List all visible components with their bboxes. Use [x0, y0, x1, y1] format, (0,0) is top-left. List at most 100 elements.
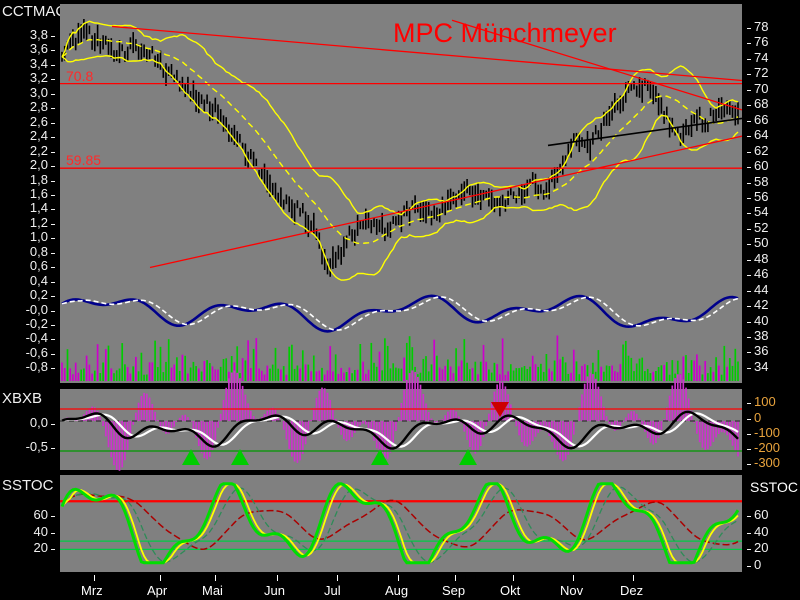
- volume-bars: [62, 336, 738, 382]
- x-axis-tick-mark: [398, 575, 399, 581]
- right-axis-tick: 78: [754, 19, 769, 34]
- sstoc-right-tick: 20: [754, 540, 769, 556]
- left-axis-tick: 2,2: [29, 142, 48, 158]
- left-axis-tick-mark: [51, 36, 55, 37]
- left-axis-tick-mark: [51, 50, 55, 52]
- x-axis-tick-mark: [277, 575, 278, 581]
- sstoc-k-line: [62, 484, 738, 563]
- bollinger-lower: [62, 56, 738, 280]
- left-axis-tick-mark: [51, 137, 55, 139]
- xbxb-left-tick: -0,5: [25, 439, 48, 454]
- xbxb-axis-tick-mark: [747, 449, 751, 450]
- x-axis-month-label: Mrz: [81, 583, 103, 598]
- right-axis-tick-mark: [747, 43, 751, 45]
- x-axis-tick-mark: [215, 575, 216, 581]
- left-axis-tick: 3,8: [29, 27, 48, 42]
- sstoc-right-tick-mark: [747, 566, 751, 567]
- xbxb-axis-tick-mark: [747, 464, 751, 465]
- right-axis-tick: 54: [754, 204, 769, 220]
- right-axis-tick-mark: [747, 120, 751, 122]
- left-axis-tick-mark: [51, 151, 55, 153]
- sstoc-left-tick: 20: [33, 540, 48, 556]
- left-axis-tick-mark: [51, 166, 55, 168]
- left-axis-tick-mark: [51, 238, 55, 240]
- right-axis-tick-mark: [747, 213, 751, 215]
- right-axis-tick: 70: [754, 80, 769, 96]
- left-axis-tick-mark: [51, 209, 55, 211]
- ohlc-bars: [62, 19, 738, 277]
- price-level-label-1: 70.8: [66, 67, 94, 84]
- right-axis-tick: 72: [754, 65, 769, 81]
- right-axis-tick-mark: [747, 352, 751, 354]
- left-axis-tick-mark: [51, 296, 55, 298]
- x-axis-tick-mark: [455, 575, 456, 581]
- right-axis-tick-mark: [747, 89, 751, 91]
- xbxb-left-tick: 0,0: [29, 415, 48, 430]
- left-axis-tick: 0,4: [29, 272, 48, 288]
- right-axis-tick: 48: [754, 250, 769, 266]
- left-axis-tick: 0,8: [29, 243, 48, 259]
- left-axis-tick-mark: [51, 267, 55, 269]
- right-axis-tick: 42: [754, 297, 769, 313]
- wedge-resistance: [452, 20, 742, 110]
- sstoc-left-tick-mark: [51, 549, 55, 551]
- x-axis-tick-mark: [573, 575, 574, 581]
- right-axis-tick-mark: [747, 151, 751, 153]
- right-axis-tick-mark: [747, 306, 751, 308]
- right-axis-tick-mark: [747, 367, 751, 369]
- right-axis-tick-mark: [747, 182, 751, 184]
- right-axis-tick: 74: [754, 49, 769, 65]
- right-axis-tick-mark: [747, 321, 751, 323]
- panel-label-sstoc: SSTOC: [2, 477, 54, 494]
- sstoc-d-line: [62, 484, 738, 563]
- left-axis-tick-mark: [51, 368, 55, 370]
- left-axis-tick: -0,0: [25, 301, 48, 317]
- x-axis-month-label: Jul: [324, 583, 341, 598]
- right-axis-tick: 58: [754, 173, 769, 189]
- right-axis-tick-mark: [747, 275, 751, 277]
- right-axis-tick: 76: [754, 34, 769, 50]
- right-axis-tick: 62: [754, 142, 769, 158]
- left-axis-tick: 2,8: [29, 99, 48, 115]
- left-axis-tick: -0,4: [25, 330, 48, 346]
- left-axis-tick: 2,6: [29, 113, 48, 129]
- right-axis-tick: 60: [754, 158, 769, 174]
- xbxb-main-line: [62, 412, 738, 449]
- left-axis-tick-mark: [51, 180, 55, 182]
- sstoc-panel[interactable]: [60, 475, 742, 572]
- right-axis-tick: 68: [754, 96, 769, 112]
- page-title: MPC Münchmeyer: [393, 18, 617, 48]
- right-axis-tick-mark: [747, 58, 751, 60]
- right-axis-tick: 38: [754, 328, 769, 343]
- left-axis-tick-mark: [51, 325, 55, 326]
- right-axis-tick-mark: [747, 244, 751, 246]
- x-axis-month-label: Nov: [560, 583, 584, 598]
- buy-signal-marker-2: [231, 449, 249, 465]
- macd-signal: [62, 297, 738, 330]
- left-axis-tick-mark: [51, 223, 55, 225]
- right-axis-tick-mark: [747, 105, 751, 107]
- right-axis-tick-mark: [747, 259, 751, 261]
- left-axis-tick: 1,6: [29, 185, 48, 201]
- x-axis-tick-mark: [337, 575, 338, 581]
- x-axis-month-label: Sep: [442, 583, 466, 598]
- left-axis-tick: -0,8: [25, 359, 48, 375]
- left-axis-tick: 3,6: [29, 41, 48, 57]
- left-axis-tick-mark: [51, 93, 55, 95]
- sstoc-right-tick-mark: [747, 532, 751, 534]
- left-axis-tick-mark: [51, 281, 55, 283]
- xbxb-axis-tick-mark: [747, 419, 751, 420]
- x-axis-month-label: Dez: [620, 583, 644, 598]
- sstoc-right-tick: 40: [754, 523, 769, 539]
- sstoc-left-tick-mark: [51, 516, 55, 518]
- x-axis-month-label: Okt: [500, 583, 521, 598]
- x-axis-month-label: Aug: [385, 583, 409, 598]
- trendline-upper: [112, 26, 742, 80]
- price-panel[interactable]: [60, 4, 742, 383]
- xbxb-axis-tick-mark: [747, 403, 751, 404]
- xbxb-axis-tick-mark: [747, 434, 751, 435]
- right-axis-tick: 50: [754, 235, 769, 251]
- bollinger-upper: [62, 21, 738, 215]
- right-axis-tick-mark: [747, 337, 751, 338]
